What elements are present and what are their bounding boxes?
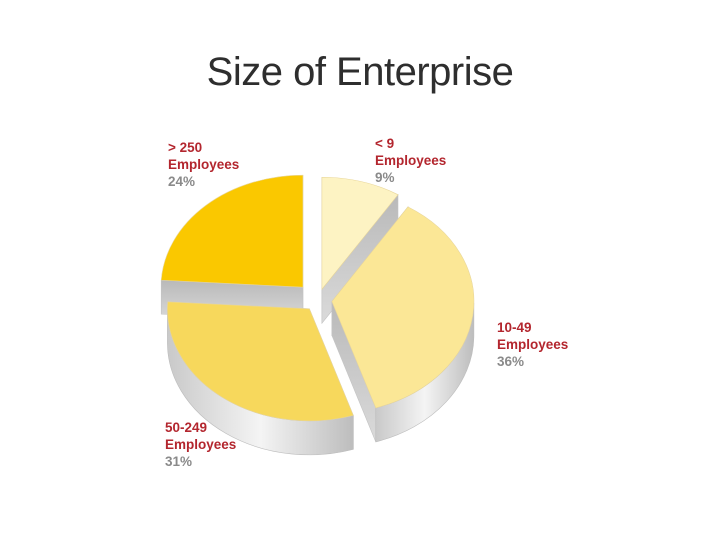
slice-percent-label: 9% xyxy=(375,170,395,185)
slice-category-label-line2: Employees xyxy=(375,153,446,168)
slice-category-label-line2: Employees xyxy=(168,157,239,172)
slice-category-label-line2: Employees xyxy=(497,337,568,352)
slice-percent-label: 36% xyxy=(497,354,524,369)
slice-top-3 xyxy=(160,174,304,288)
pie-slices xyxy=(160,174,475,456)
slice-category-label-line2: Employees xyxy=(165,437,236,452)
slice-percent-label: 31% xyxy=(165,454,192,469)
slice-category-label: 50-249 xyxy=(165,420,207,435)
pie-slice xyxy=(160,174,304,322)
slice-top-0 xyxy=(321,176,399,291)
slice-top-2 xyxy=(167,301,354,422)
slice-category-label: 10-49 xyxy=(497,320,532,335)
chart-title: Size of Enterprise xyxy=(206,50,514,94)
slice-category-label: > 250 xyxy=(168,140,202,155)
pie-slice xyxy=(167,301,354,456)
slice-category-label: < 9 xyxy=(375,136,394,151)
slice-percent-label: 24% xyxy=(168,174,195,189)
slice-labels: < 9 Employees 9% 10-49 Employees 36% 50-249 Emp… xyxy=(165,136,568,469)
pie-slice xyxy=(331,205,475,443)
slice-top-1 xyxy=(331,206,475,409)
